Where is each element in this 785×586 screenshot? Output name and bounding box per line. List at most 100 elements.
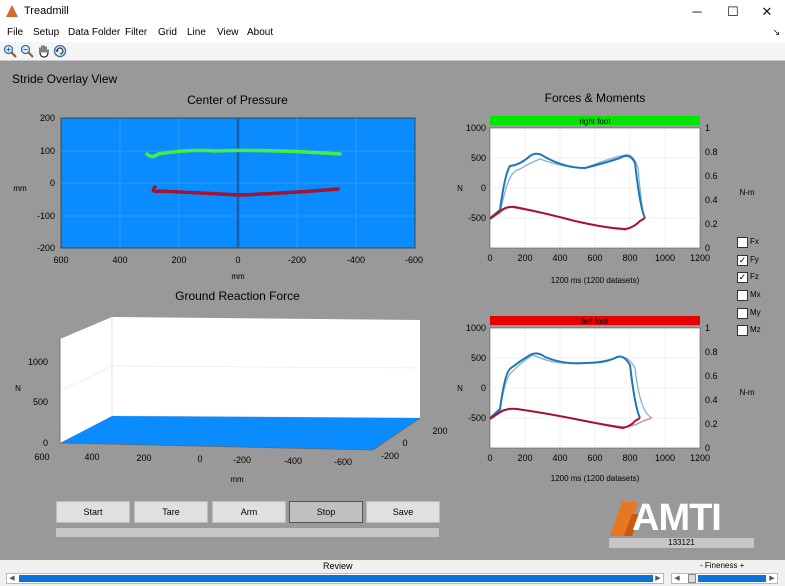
right-xlabel: 1200 ms (1200 datasets) <box>551 276 640 285</box>
cop-xtick: -200 <box>288 255 306 265</box>
menu-bar: File Setup Data Folder Filter Grid Line … <box>0 24 785 42</box>
right-ytick-right: 0 <box>705 243 710 253</box>
grf-ztick: 0 <box>43 438 48 448</box>
fineness-slider[interactable]: ◀ ▶ <box>671 573 778 584</box>
checkbox-my[interactable]: My <box>737 308 777 320</box>
menu-about[interactable]: About <box>247 27 274 38</box>
fineness-right-icon[interactable]: ▶ <box>769 575 775 582</box>
stop-button[interactable]: Stop <box>289 501 363 523</box>
checkbox-mz-label: Mz <box>750 325 761 334</box>
grf-xtick: -400 <box>284 456 302 466</box>
rotate-icon[interactable] <box>53 44 67 58</box>
left-ytick-right: 0.8 <box>705 347 718 357</box>
matlab-icon <box>6 5 18 17</box>
save-button[interactable]: Save <box>366 501 440 523</box>
right-ytick-left: 0 <box>481 183 486 193</box>
right-xtick: 1200 <box>690 253 710 263</box>
checkbox-mx-box[interactable] <box>737 290 748 301</box>
grf-ztick: 500 <box>33 397 48 407</box>
right-ytick-left: -500 <box>468 213 486 223</box>
grf-xtick: 600 <box>34 452 49 462</box>
serial-number: 133121 <box>609 538 754 548</box>
cop-plot[interactable]: 200 100 0 -100 -200 600 400 200 0 -200 -… <box>0 111 440 291</box>
cop-ytick: 100 <box>40 146 55 156</box>
amti-logo <box>610 502 640 536</box>
cop-xtick: 200 <box>171 255 186 265</box>
menu-view[interactable]: View <box>217 27 239 38</box>
checkbox-fx-label: Fx <box>750 237 759 246</box>
menu-grid[interactable]: Grid <box>158 27 177 38</box>
checkbox-my-box[interactable] <box>737 308 748 319</box>
checkbox-fy-box[interactable]: ✓ <box>737 255 748 266</box>
start-button[interactable]: Start <box>56 501 130 523</box>
left-foot-plot[interactable]: left foot 1000 500 0 -500 1 0.8 0.6 0.4 … <box>445 313 775 493</box>
bottom-bar: Review - Fineness + ◀ ▶ ◀ ▶ <box>0 560 785 586</box>
left-ytick-right: 0.2 <box>705 419 718 429</box>
right-foot-label: right foot <box>579 117 611 126</box>
minimize-button[interactable]: ─ <box>692 4 702 19</box>
left-ytick-right: 0.6 <box>705 371 718 381</box>
forces-title: Forces & Moments <box>544 91 646 105</box>
cop-xtick: -600 <box>405 255 423 265</box>
cop-xtick: 0 <box>235 255 240 265</box>
left-ytick-left: 1000 <box>466 323 486 333</box>
right-xtick: 800 <box>622 253 637 263</box>
checkbox-mz-box[interactable] <box>737 325 748 336</box>
scroll-left-icon[interactable]: ◀ <box>9 575 15 582</box>
tare-button[interactable]: Tare <box>134 501 208 523</box>
grf-ytick: 200 <box>432 426 447 436</box>
scroll-right-icon[interactable]: ▶ <box>655 575 661 582</box>
right-ytick-right: 0.4 <box>705 195 718 205</box>
left-fy-trace <box>489 407 641 430</box>
checkbox-mx[interactable]: Mx <box>737 290 777 302</box>
grf-plot[interactable]: 1000 500 0 600 400 200 0 -200 -400 -600 … <box>0 306 450 491</box>
checkbox-fz[interactable]: ✓ Fz <box>737 272 777 284</box>
menu-filter[interactable]: Filter <box>125 27 148 38</box>
left-ytick-right: 0 <box>705 443 710 453</box>
cop-ylabel: mm <box>13 184 27 193</box>
checkbox-mz[interactable]: Mz <box>737 325 777 337</box>
right-ylabel-right: N-m <box>739 188 754 197</box>
right-ytick-left: 1000 <box>466 123 486 133</box>
menu-data-folder[interactable]: Data Folder <box>68 27 121 38</box>
left-foot-header <box>490 316 700 325</box>
title-bar: Treadmill ─ ☐ ✕ <box>0 0 785 24</box>
menu-file[interactable]: File <box>7 27 24 38</box>
grf-xtick: 200 <box>136 453 151 463</box>
right-foot-plot[interactable]: right foot 1000 500 0 -500 1 0.8 0.6 0.4… <box>445 113 775 293</box>
right-ytick-right: 0.2 <box>705 219 718 229</box>
fineness-thumb[interactable] <box>688 574 696 583</box>
grf-xtick: -600 <box>334 457 352 467</box>
checkbox-fx[interactable]: Fx <box>737 237 777 249</box>
arm-button[interactable]: Arm <box>212 501 286 523</box>
menu-line[interactable]: Line <box>187 27 206 38</box>
zoom-in-icon[interactable] <box>3 44 17 58</box>
right-fz-trace <box>489 152 646 219</box>
left-ytick-right: 0.4 <box>705 395 718 405</box>
checkbox-mx-label: Mx <box>750 290 761 299</box>
progress-bar <box>56 528 439 537</box>
right-xtick: 600 <box>587 253 602 263</box>
checkbox-fy[interactable]: ✓ Fy <box>737 255 777 267</box>
maximize-button[interactable]: ☐ <box>727 4 739 19</box>
fineness-label[interactable]: - Fineness + <box>700 561 745 570</box>
left-ylabel-right: N-m <box>739 388 754 397</box>
review-scrollbar[interactable]: ◀ ▶ <box>6 573 664 584</box>
zoom-out-icon[interactable] <box>20 44 34 58</box>
right-ytick-left: 500 <box>471 153 486 163</box>
pan-icon[interactable] <box>37 44 51 58</box>
checkbox-fz-box[interactable]: ✓ <box>737 272 748 283</box>
left-xtick: 0 <box>487 453 492 463</box>
left-ytick-right: 1 <box>705 323 710 333</box>
close-button[interactable]: ✕ <box>761 4 773 19</box>
right-xtick: 200 <box>517 253 532 263</box>
grf-ztick: 1000 <box>28 357 48 367</box>
right-ytick-right: 0.6 <box>705 171 718 181</box>
right-ytick-right: 1 <box>705 123 710 133</box>
right-foot-cop-trace <box>145 148 342 159</box>
fineness-left-icon[interactable]: ◀ <box>674 575 680 582</box>
dock-arrow-icon[interactable]: ↘ <box>772 27 780 37</box>
left-xtick: 600 <box>587 453 602 463</box>
checkbox-fx-box[interactable] <box>737 237 748 248</box>
menu-setup[interactable]: Setup <box>33 27 60 38</box>
